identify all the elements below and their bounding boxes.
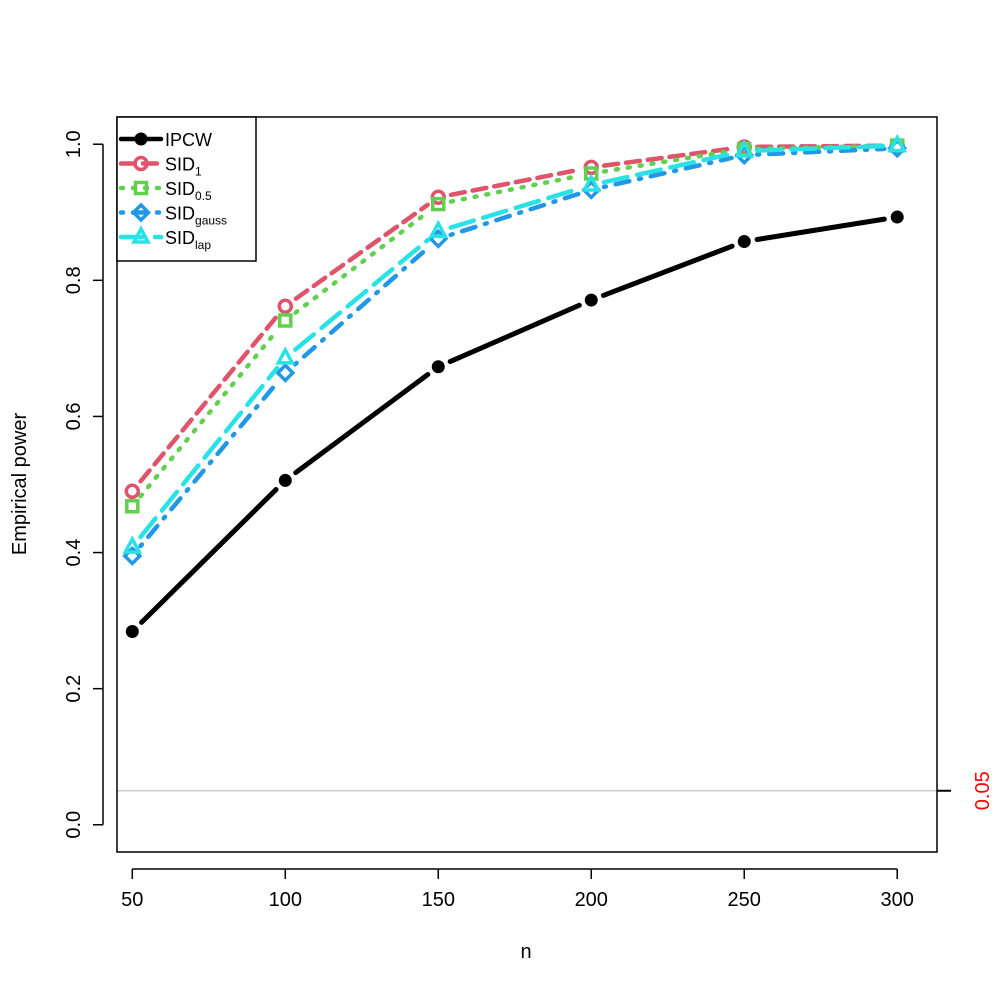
series-layer [122,133,908,638]
series-sid05-segment [448,173,581,204]
series-ipcw-point [737,235,751,249]
y-axis-label: Empirical power [9,413,31,556]
x-tick-label: 300 [881,889,914,911]
series-ipcw-point [890,210,904,224]
series-ipcw-segment [600,243,735,298]
series-sidgauss-segment [754,146,887,157]
y-tick-label: 1.0 [63,130,85,158]
x-axis-label: n [520,941,531,963]
series-sidlap-point [122,535,143,554]
legend-marker-ipcw [134,132,148,146]
series-sidlap-segment [601,151,734,185]
series-sid1-point [124,483,141,500]
series-sid05-segment [601,148,734,174]
y-tick-label: 0.8 [63,266,85,294]
legend-marker-sid05 [133,180,149,196]
series-sidlap-segment [754,143,887,153]
reference-line-label: 0.05 [972,771,994,810]
series-ipcw-segment [447,302,582,365]
legend-marker-sidlap [131,225,151,244]
series-sidlap-point [581,173,602,192]
legend-label-ipcw: IPCW [165,130,212,150]
series-sid05-point [431,196,446,212]
series-sidgauss-segment [292,245,431,367]
series-sid1-segment [601,146,734,168]
legend-subscript-sid1: 1 [195,165,202,179]
legend-subscript-sid05: 0.5 [195,189,212,203]
axes-layer: 50 100 150 200 250 300 0.0 0.2 0.4 0.6 0.8 1.0 [63,130,951,911]
series-ipcw-segment [754,216,887,242]
legend-subscript-sidgauss: gauss [195,214,227,228]
series-sidlap-point [428,219,449,239]
series-sid05-point [278,313,293,328]
x-tick-label: 50 [121,889,143,911]
series-sidlap [122,133,908,554]
series-sid1-segment [754,143,887,150]
series-ipcw-point [278,473,292,487]
series-ipcw-point [584,293,598,307]
plot-frame [116,116,938,853]
y-tick-label: 0.6 [63,403,85,431]
series-sid1-segment [448,167,581,198]
series-sid05-segment [293,209,431,315]
series-sidgauss-point [275,362,296,383]
legend-subscript-sidlap: lap [195,238,211,252]
series-sid1-segment [293,202,430,301]
series-sidgauss-segment [601,155,734,190]
series-sidlap-point [734,139,755,158]
series-sidlap-segment [138,365,280,540]
x-tick-label: 100 [269,889,302,911]
series-sidlap-point [887,133,908,153]
x-tick-label: 150 [422,889,455,911]
series-ipcw [125,210,904,638]
series-sid05-segment [138,328,280,499]
y-tick-label: 0.0 [63,811,85,839]
series-sid1-point [277,298,294,314]
series-ipcw-segment [139,487,279,625]
series-sidlap-point [275,346,296,365]
x-tick-label: 200 [575,889,608,911]
x-tick-label: 250 [728,889,761,911]
legend-marker-sid1 [133,155,149,172]
y-tick-label: 0.4 [63,539,85,567]
series-sidgauss-segment [138,380,280,549]
series-ipcw-segment [293,372,431,476]
series-sidlap-segment [293,237,431,352]
legend-marker-sidgauss [131,202,151,223]
series-sid1-segment [138,313,280,484]
series-ipcw-point [431,360,445,374]
series-sidgauss-segment [448,191,582,238]
series-sid05-point [125,499,140,514]
y-tick-label: 0.2 [63,675,85,703]
series-sidlap-segment [448,186,582,230]
series-ipcw-point [125,625,139,638]
